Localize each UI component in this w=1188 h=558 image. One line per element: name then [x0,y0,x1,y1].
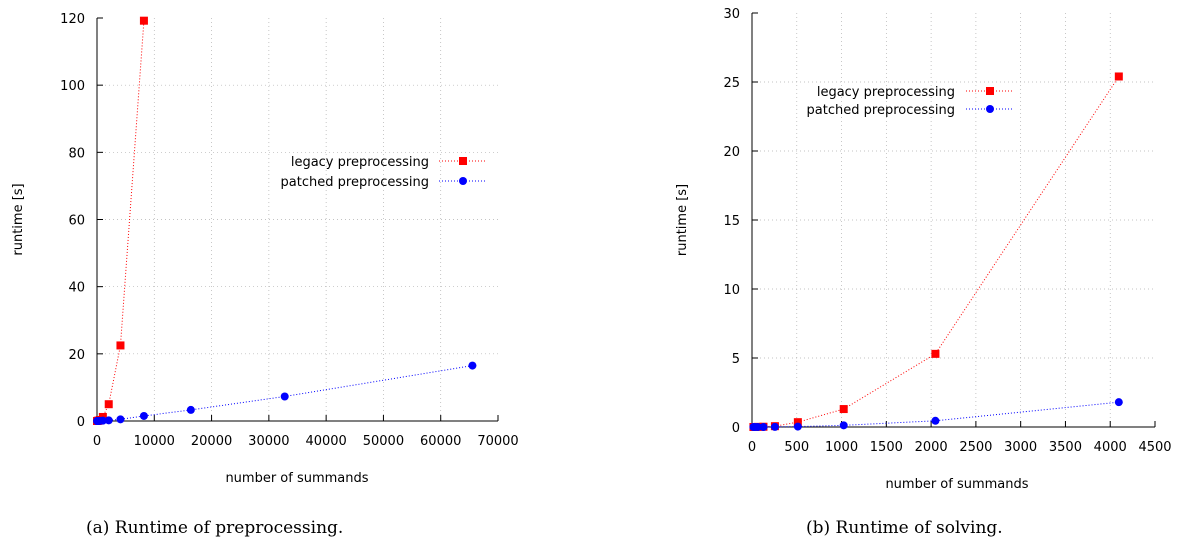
legend-label: patched preprocessing [807,103,955,118]
data-point-patched [839,421,848,430]
data-point-legacy [139,16,148,25]
y-tick-label: 10 [723,283,740,298]
data-point-legacy [104,400,113,409]
x-tick-label: 2500 [959,440,992,455]
legend-label: patched preprocessing [281,175,429,190]
data-point-patched [753,423,762,431]
x-tick-label: 50000 [363,434,404,449]
series-line-legacy [753,76,1120,428]
y-tick-label: 25 [723,76,740,91]
x-tick-label: 500 [784,440,809,455]
y-tick-label: 15 [723,214,740,229]
y-tick-label: 0 [732,421,740,436]
legend-label: legacy preprocessing [817,85,955,100]
y-tick-label: 40 [68,281,85,296]
y-tick-label: 5 [732,352,740,367]
data-point-patched [770,422,779,431]
legend-label: legacy preprocessing [291,155,429,170]
data-point-legacy [793,418,802,427]
x-tick-label: 0 [93,434,101,449]
x-axis-label: number of summands [225,471,368,486]
data-point-patched [468,361,477,370]
x-tick-label: 3000 [1004,440,1037,455]
y-tick-label: 100 [60,79,85,94]
data-point-patched [98,416,107,425]
legend-marker-patched [986,105,994,113]
legend-marker-legacy [459,157,467,165]
chart-a: 0 20 40 60 80 100 120 0 10000 20000 30000 40000 5000… [11,12,519,486]
x-tick-label: 4500 [1138,440,1171,455]
y-axis-label: runtime [s] [675,184,690,256]
y-tick-label: 80 [68,146,85,161]
data-point-patched [280,392,289,401]
x-tick-label: 10000 [134,434,175,449]
data-point-legacy [931,349,940,358]
data-point-patched [104,416,113,425]
legend-marker-patched [459,177,467,185]
data-point-patched [931,416,940,425]
y-tick-label: 60 [68,214,85,229]
series-line-legacy [97,20,145,422]
legend-marker-legacy [986,87,994,95]
x-axis-label: number of summands [885,477,1028,492]
data-point-patched [793,422,802,431]
x-tick-label: 20000 [191,434,232,449]
data-point-patched [186,405,195,414]
x-tick-label: 4000 [1094,440,1127,455]
x-tick-label: 1000 [825,440,858,455]
x-tick-label: 40000 [305,434,346,449]
caption-a: (a) Runtime of preprocessing. [86,518,344,538]
y-tick-label: 30 [723,7,740,22]
data-point-legacy [1114,72,1123,81]
x-tick-label: 30000 [248,434,289,449]
x-tick-label: 1500 [870,440,903,455]
data-point-patched [116,415,125,424]
data-point-legacy [116,341,125,350]
data-point-patched [139,411,148,420]
caption-b: (b) Runtime of solving. [806,518,1003,538]
chart-b: 0 5 10 15 20 25 30 0 500 1000 1500 2000 2500 3000 3500… [675,7,1172,492]
x-tick-label: 0 [748,440,756,455]
x-tick-label: 60000 [420,434,461,449]
y-tick-label: 120 [60,12,85,27]
data-point-patched [1114,398,1123,407]
data-point-legacy [839,405,848,414]
y-tick-label: 20 [723,145,740,160]
x-tick-label: 3500 [1049,440,1082,455]
y-tick-label: 0 [77,415,85,430]
y-axis-label: runtime [s] [11,183,26,255]
y-tick-label: 20 [68,348,85,363]
x-tick-label: 70000 [477,434,518,449]
data-point-patched [759,423,768,431]
x-tick-label: 2000 [915,440,948,455]
